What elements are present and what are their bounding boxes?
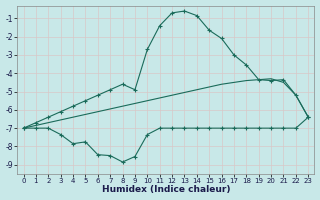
X-axis label: Humidex (Indice chaleur): Humidex (Indice chaleur) [102,185,230,194]
